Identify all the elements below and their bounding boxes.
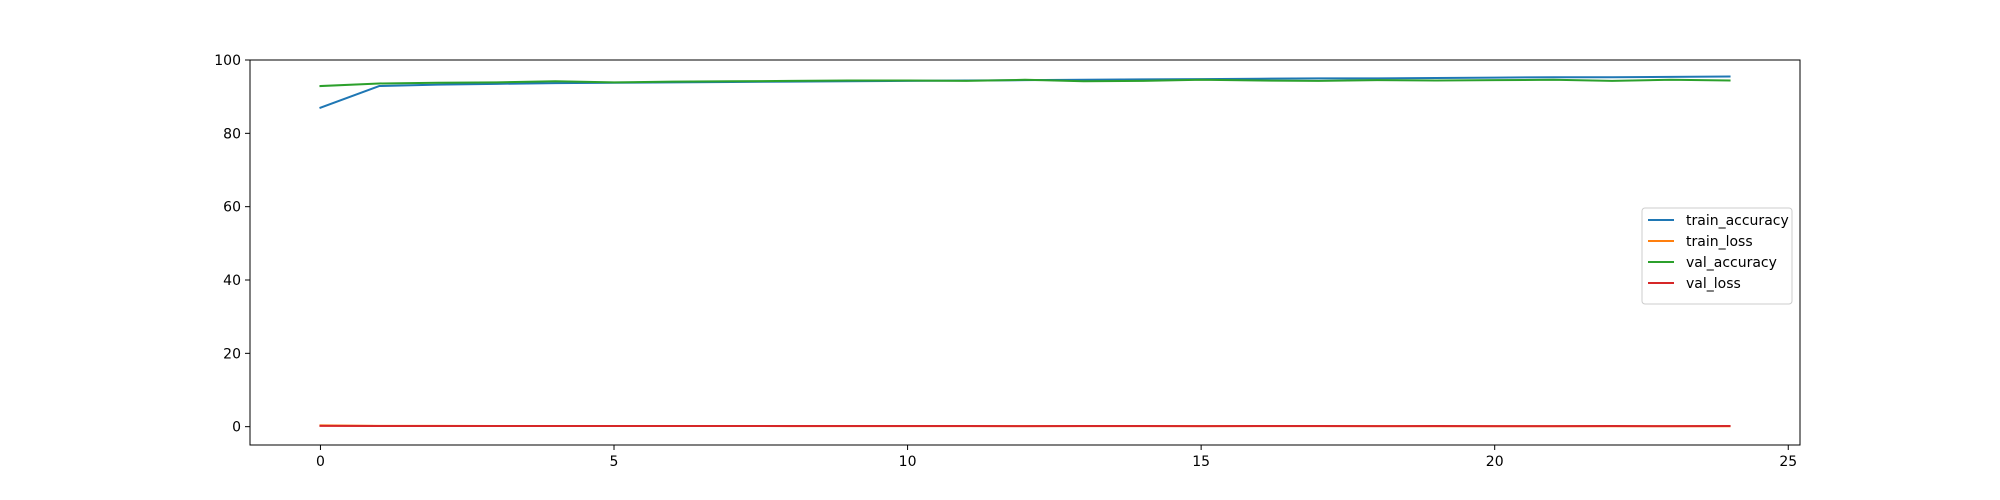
y-tick-label: 40: [223, 273, 241, 289]
x-tick-label: 25: [1779, 454, 1797, 470]
y-tick-label: 20: [223, 346, 241, 362]
legend: train_accuracy train_loss val_accuracy val_…: [1641, 207, 1793, 305]
legend-label-val_loss: val_loss: [1686, 276, 1741, 292]
legend-label-train_loss: train_loss: [1686, 234, 1753, 250]
x-tick-label: 10: [899, 454, 917, 470]
series-layer: [319, 75, 1731, 428]
series-line-val_accuracy: [319, 78, 1731, 88]
y-tick-label: 100: [214, 53, 241, 69]
y-tick-label: 60: [223, 200, 241, 216]
y-tick-label: 0: [232, 420, 241, 436]
x-tick-label: 5: [610, 454, 619, 470]
axes-layer: 0 5 10 15 20 25 0 20 40 60 80 100: [214, 53, 1801, 470]
x-tick-label: 0: [316, 454, 325, 470]
legend-label-train_accuracy: train_accuracy: [1686, 213, 1789, 229]
axes-frame: [249, 59, 1801, 446]
x-tick-label: 20: [1486, 454, 1504, 470]
y-tick-label: 80: [223, 126, 241, 142]
legend-label-val_accuracy: val_accuracy: [1686, 255, 1777, 271]
legend-box: [1641, 207, 1793, 305]
x-tick-label: 15: [1192, 454, 1210, 470]
